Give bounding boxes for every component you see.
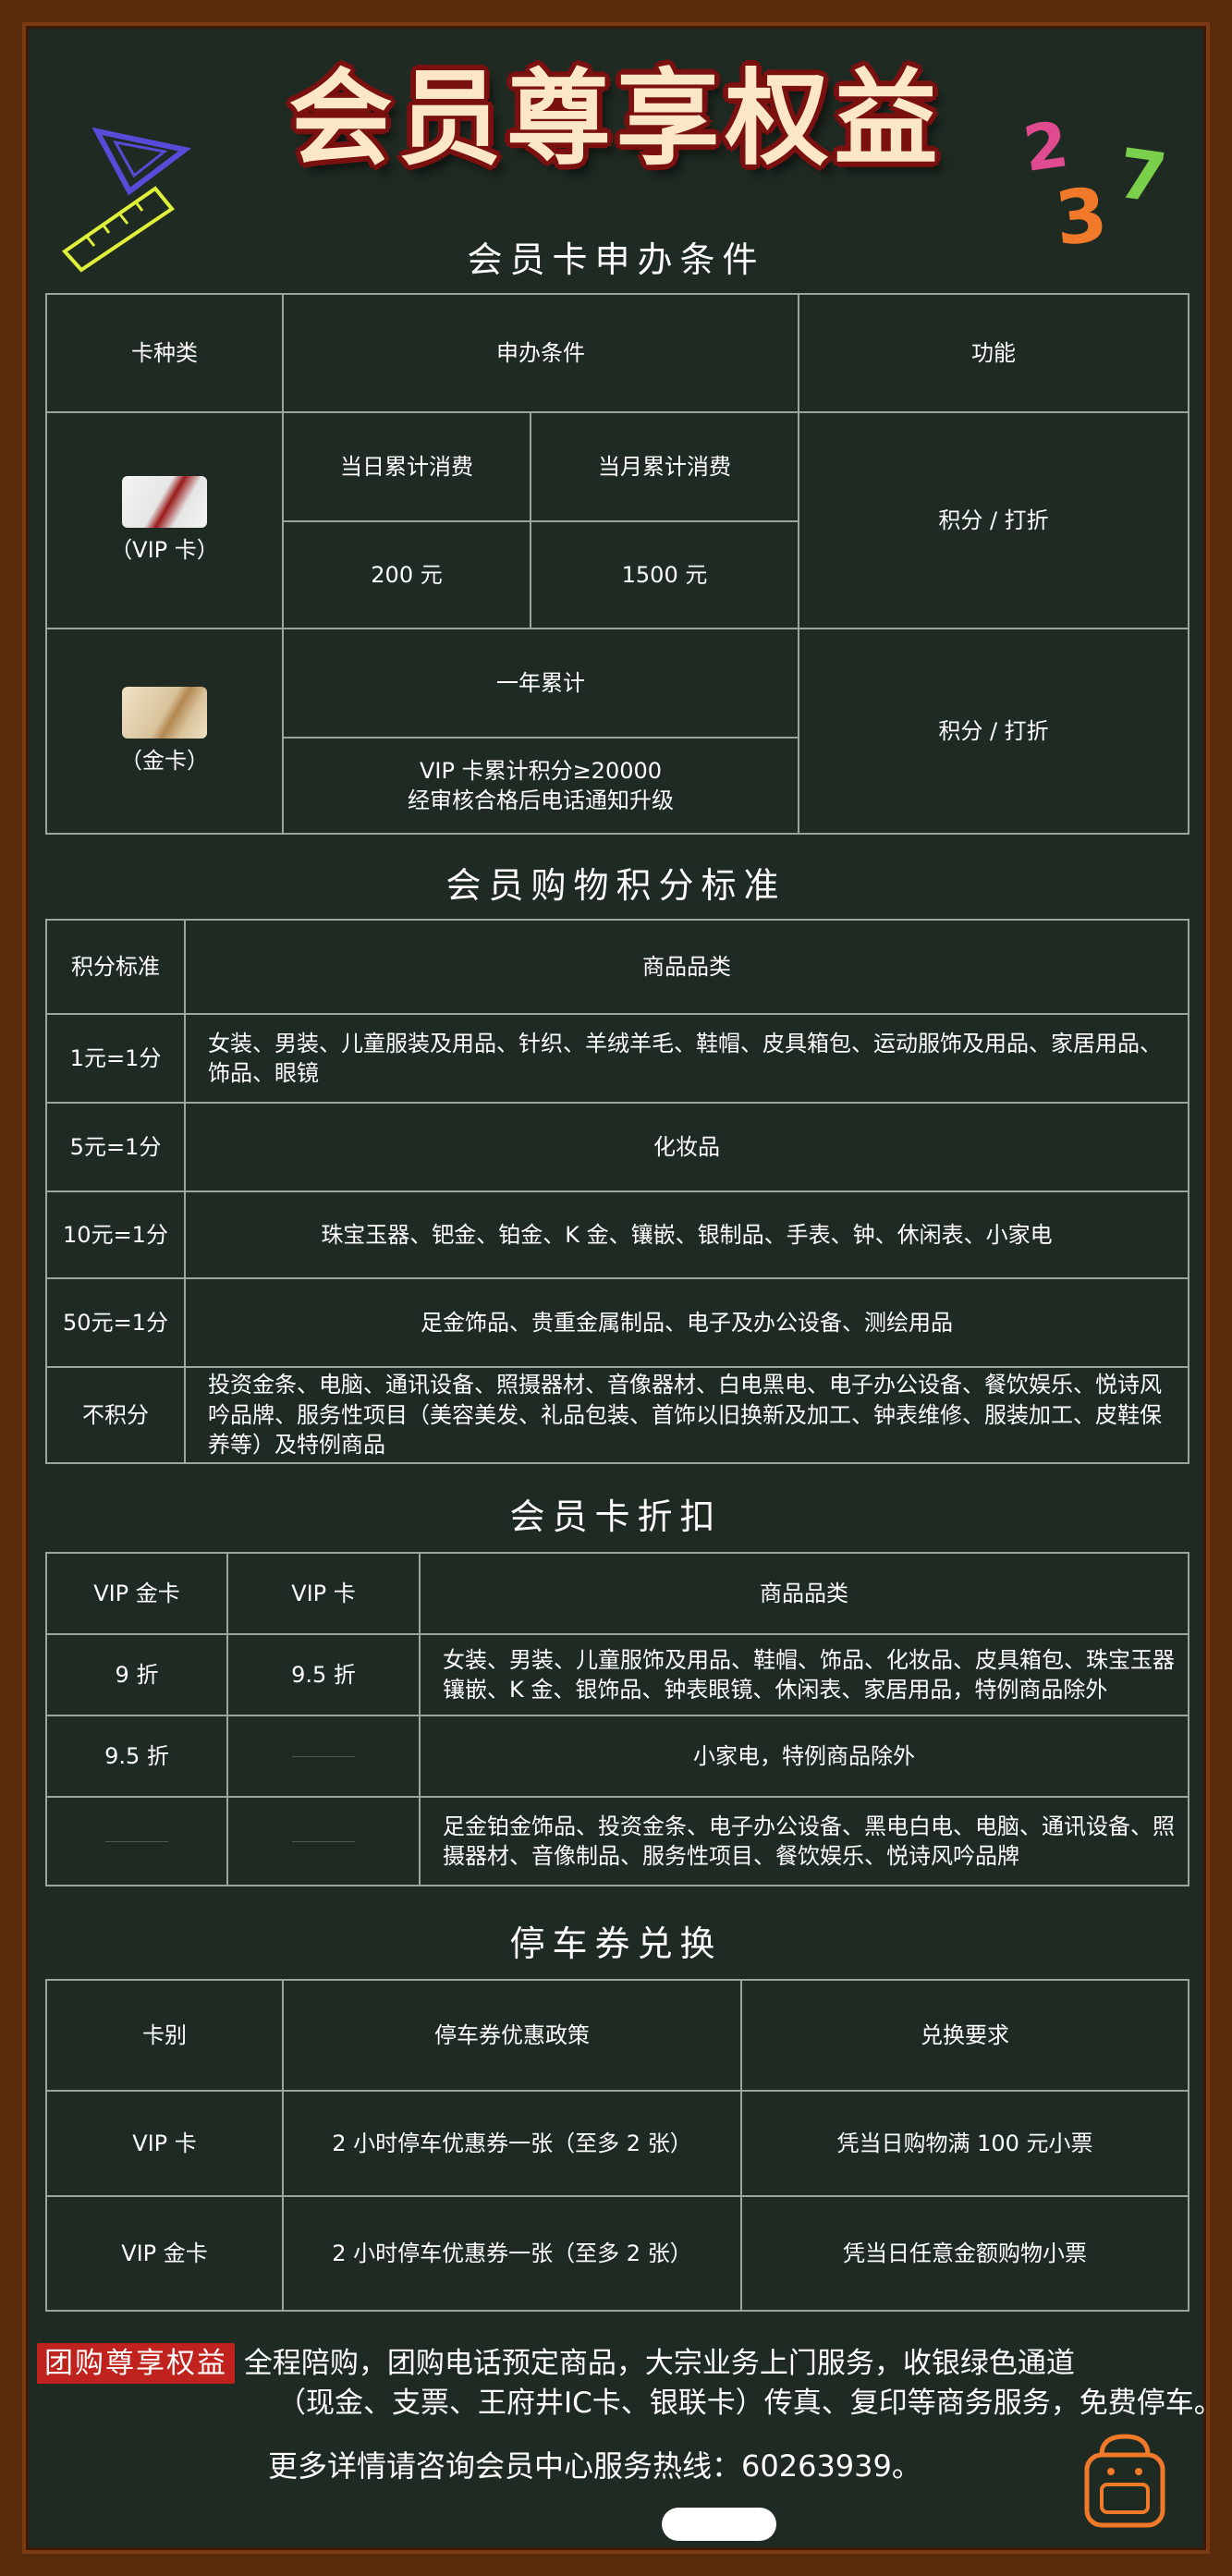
parking-requirement: 凭当日任意金额购物小票 [740,2195,1189,2312]
backpack-icon [1084,2434,1165,2528]
card-apply-table: 卡种类 申办条件 功能 （VIP 卡） 当日累计消费 当月累计消费 积分 / 打… [45,293,1189,835]
footer-line1: 团购尊享权益 全程陪购，团购电话预定商品，大宗业务上门服务，收银绿色通道 [37,2343,1202,2384]
gold-condition-line1: VIP 卡累计积分≥20000 [419,757,663,784]
section-title-discount: 会员卡折扣 [509,1496,723,1537]
header-vip-gold: VIP 金卡 [45,1552,228,1635]
vip-monthly-label: 当月累计消费 [530,411,799,522]
vip-card-image [122,475,207,528]
points-table: 积分标准 商品品类 1元=1分 女装、男装、儿童服装及用品、针织、羊绒羊毛、鞋帽… [45,919,1189,1464]
gold-condition: VIP 卡累计积分≥20000 经审核合格后电话通知升级 [282,737,799,835]
header-parking-policy: 停车券优惠政策 [282,1979,742,2092]
header-card-kind: 卡别 [45,1979,284,2092]
scroll-indicator[interactable] [662,2508,776,2541]
page-title: 会员尊享权益 [288,59,944,179]
header-category: 商品品类 [184,919,1189,1015]
points-standard: 50元=1分 [45,1277,186,1368]
ruler-icon [61,186,175,273]
points-standard: 5元=1分 [45,1102,186,1192]
points-standard: 不积分 [45,1366,186,1464]
footer-text-line1: 全程陪购，团购电话预定商品，大宗业务上门服务，收银绿色通道 [243,2347,1075,2380]
footer-text-line2: （现金、支票、王府井IC卡、银联卡）传真、复印等商务服务，免费停车。 [277,2387,1223,2420]
gold-card-image [122,686,207,739]
parking-card: VIP 卡 [45,2090,284,2197]
header-apply-condition: 申办条件 [282,293,799,413]
parking-requirement: 凭当日购物满 100 元小票 [740,2090,1189,2197]
vip-daily-value: 200 元 [282,520,531,629]
points-category: 珠宝玉器、钯金、铂金、K 金、镶嵌、银制品、手表、钟、休闲表、小家电 [184,1190,1189,1279]
vip-card-cell: （VIP 卡） [45,411,284,629]
vip-daily-label: 当日累计消费 [282,411,531,522]
vip-monthly-value: 1500 元 [530,520,799,629]
gold-function: 积分 / 打折 [798,628,1189,835]
header-points-standard: 积分标准 [45,919,186,1015]
hotline: 更多详情请咨询会员中心服务热线：60263939。 [268,2448,921,2484]
header-exchange-requirement: 兑换要求 [740,1979,1189,2092]
header-function: 功能 [798,293,1189,413]
parking-card: VIP 金卡 [45,2195,284,2312]
gold-card-cell: （金卡） [45,628,284,835]
section-title-parking: 停车券兑换 [509,1923,723,1964]
discount-vip-empty [226,1715,421,1798]
group-purchase-badge: 团购尊享权益 [37,2343,235,2384]
header-category: 商品品类 [419,1552,1189,1635]
header-card-type: 卡种类 [45,293,284,413]
gold-year-label: 一年累计 [282,628,799,739]
points-standard: 1元=1分 [45,1013,186,1104]
vip-function: 积分 / 打折 [798,411,1189,629]
discount-table: VIP 金卡 VIP 卡 商品品类 9 折 9.5 折 女装、男装、儿童服饰及用… [45,1552,1189,1886]
discount-category: 小家电，特例商品除外 [419,1715,1189,1798]
discount-gold: 9.5 折 [45,1715,228,1798]
gold-card-label: （金卡） [120,747,209,774]
points-category: 化妆品 [184,1102,1189,1192]
points-category: 女装、男装、儿童服装及用品、针织、羊绒羊毛、鞋帽、皮具箱包、运动服饰及用品、家居… [184,1013,1189,1104]
section-title-card-apply: 会员卡申办条件 [467,239,765,280]
parking-policy: 2 小时停车优惠券一张（至多 2 张） [282,2090,742,2197]
vip-card-label: （VIP 卡） [110,536,219,563]
gold-condition-line2: 经审核合格后电话通知升级 [408,787,674,813]
points-category: 投资金条、电脑、通讯设备、照摄器材、音像器材、白电黑电、电子办公设备、餐饮娱乐、… [184,1366,1189,1464]
parking-policy: 2 小时停车优惠券一张（至多 2 张） [282,2195,742,2312]
triangle-ruler-icon [92,127,192,196]
parking-table: 卡别 停车券优惠政策 兑换要求 VIP 卡 2 小时停车优惠券一张（至多 2 张… [45,1979,1189,2312]
header-vip: VIP 卡 [226,1552,421,1635]
discount-vip: 9.5 折 [226,1633,421,1716]
discount-category: 女装、男装、儿童服饰及用品、鞋帽、饰品、化妆品、皮具箱包、珠宝玉器镶嵌、K 金、… [419,1633,1189,1716]
section-title-points: 会员购物积分标准 [445,865,787,906]
points-category: 足金饰品、贵重金属制品、电子及办公设备、测绘用品 [184,1277,1189,1368]
points-standard: 10元=1分 [45,1190,186,1279]
discount-gold: 9 折 [45,1633,228,1716]
discount-vip-empty [226,1796,421,1886]
discount-gold-empty [45,1796,228,1886]
discount-category: 足金铂金饰品、投资金条、电子办公设备、黑电白电、电脑、通讯设备、照摄器材、音像制… [419,1796,1189,1886]
